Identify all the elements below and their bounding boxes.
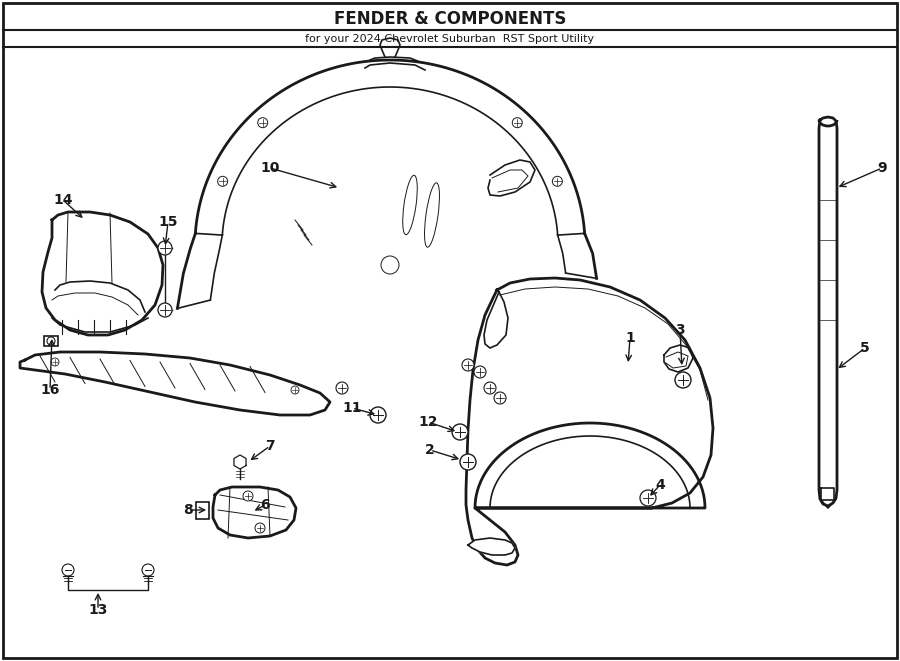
Circle shape — [484, 382, 496, 394]
Circle shape — [381, 256, 399, 274]
Ellipse shape — [425, 183, 439, 247]
Circle shape — [255, 523, 265, 533]
Text: 5: 5 — [860, 341, 870, 355]
Text: 12: 12 — [418, 415, 437, 429]
Circle shape — [460, 454, 476, 470]
Circle shape — [553, 176, 562, 186]
Circle shape — [675, 372, 691, 388]
Circle shape — [494, 392, 506, 404]
Polygon shape — [42, 212, 163, 335]
Text: 6: 6 — [260, 498, 270, 512]
Circle shape — [336, 382, 348, 394]
Circle shape — [640, 490, 656, 506]
Circle shape — [218, 176, 228, 186]
Bar — [44, 336, 58, 346]
Circle shape — [51, 358, 59, 366]
Text: 2: 2 — [425, 443, 435, 457]
Polygon shape — [466, 278, 713, 565]
Text: 4: 4 — [655, 478, 665, 492]
Text: 1: 1 — [626, 331, 634, 345]
Polygon shape — [234, 455, 246, 469]
Ellipse shape — [402, 175, 418, 235]
Text: 15: 15 — [158, 215, 178, 229]
Text: 9: 9 — [878, 161, 886, 175]
Polygon shape — [20, 352, 330, 415]
Circle shape — [158, 241, 172, 255]
Text: 11: 11 — [342, 401, 362, 415]
Polygon shape — [195, 60, 585, 235]
Polygon shape — [819, 117, 837, 506]
Circle shape — [291, 386, 299, 394]
Circle shape — [243, 491, 253, 501]
Circle shape — [452, 424, 468, 440]
Polygon shape — [468, 538, 515, 555]
Text: 16: 16 — [40, 383, 59, 397]
Circle shape — [158, 303, 172, 317]
Circle shape — [257, 118, 267, 128]
Text: 13: 13 — [88, 603, 108, 617]
Text: 14: 14 — [53, 193, 73, 207]
Text: FENDER & COMPONENTS: FENDER & COMPONENTS — [334, 10, 566, 28]
Circle shape — [142, 564, 154, 576]
Circle shape — [47, 337, 55, 345]
Polygon shape — [213, 487, 296, 538]
Text: 8: 8 — [183, 503, 193, 517]
Circle shape — [370, 407, 386, 423]
Text: 7: 7 — [266, 439, 274, 453]
Circle shape — [512, 118, 522, 128]
Bar — [196, 502, 209, 519]
Text: 3: 3 — [675, 323, 685, 337]
Circle shape — [474, 366, 486, 378]
Text: for your 2024 Chevrolet Suburban  RST Sport Utility: for your 2024 Chevrolet Suburban RST Spo… — [305, 34, 595, 44]
Circle shape — [462, 359, 474, 371]
Text: 10: 10 — [260, 161, 280, 175]
Circle shape — [62, 564, 74, 576]
